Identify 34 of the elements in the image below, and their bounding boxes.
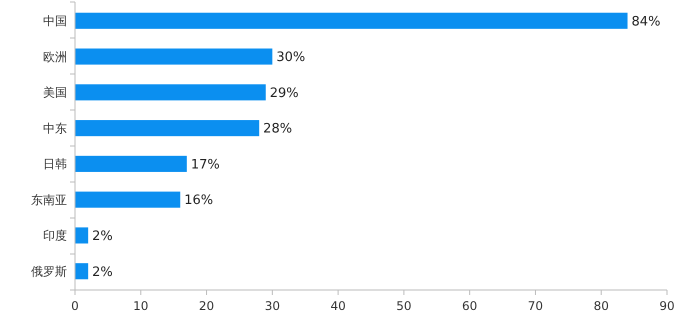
bar bbox=[75, 12, 628, 29]
bar bbox=[75, 263, 88, 280]
bar bbox=[75, 120, 260, 136]
x-tick-label: 50 bbox=[396, 299, 412, 313]
bar bbox=[75, 84, 266, 100]
x-tick-label: 30 bbox=[264, 299, 280, 313]
y-tick-label: 俄罗斯 bbox=[31, 264, 67, 278]
bar bbox=[75, 48, 272, 65]
x-tick-label: 90 bbox=[659, 299, 675, 313]
data-label: 28% bbox=[263, 122, 292, 137]
x-tick-label: 10 bbox=[133, 299, 148, 313]
y-tick-label: 中东 bbox=[43, 121, 67, 136]
x-tick-label: 0 bbox=[71, 299, 79, 313]
bar bbox=[75, 156, 187, 172]
data-label: 84% bbox=[632, 14, 660, 30]
data-label: 17% bbox=[190, 157, 220, 172]
x-tick-label: 80 bbox=[594, 299, 609, 313]
y-tick-label: 中国 bbox=[43, 14, 67, 28]
bar bbox=[75, 192, 180, 208]
y-tick-label: 欧洲 bbox=[43, 50, 67, 64]
y-tick-label: 东南亚 bbox=[31, 192, 67, 207]
x-tick-label: 60 bbox=[462, 299, 478, 313]
x-tick-label: 40 bbox=[330, 299, 346, 313]
data-label: 30% bbox=[276, 50, 306, 66]
bar bbox=[75, 227, 88, 244]
data-label: 29% bbox=[270, 86, 299, 101]
data-label: 16% bbox=[184, 193, 214, 208]
data-label: 2% bbox=[92, 264, 113, 280]
y-tick-label: 美国 bbox=[43, 86, 67, 100]
x-tick-label: 70 bbox=[528, 299, 544, 313]
y-tick-label: 印度 bbox=[43, 228, 67, 243]
data-label: 2% bbox=[92, 228, 113, 244]
x-tick-label: 20 bbox=[198, 299, 214, 313]
y-tick-label: 日韩 bbox=[43, 157, 67, 172]
